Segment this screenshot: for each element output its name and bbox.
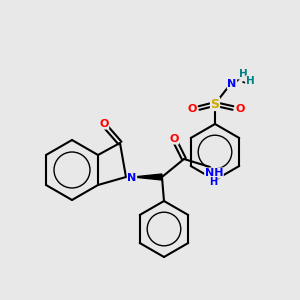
Text: H: H: [209, 177, 217, 187]
Text: O: O: [187, 104, 197, 114]
Text: S: S: [211, 98, 220, 110]
Text: NH: NH: [205, 168, 223, 178]
Text: O: O: [169, 134, 179, 144]
Text: H: H: [246, 76, 254, 86]
Text: N: N: [128, 173, 136, 183]
Text: O: O: [99, 119, 109, 129]
Text: H: H: [238, 69, 247, 79]
Text: N: N: [227, 79, 237, 89]
Polygon shape: [133, 174, 162, 180]
Text: O: O: [235, 104, 245, 114]
